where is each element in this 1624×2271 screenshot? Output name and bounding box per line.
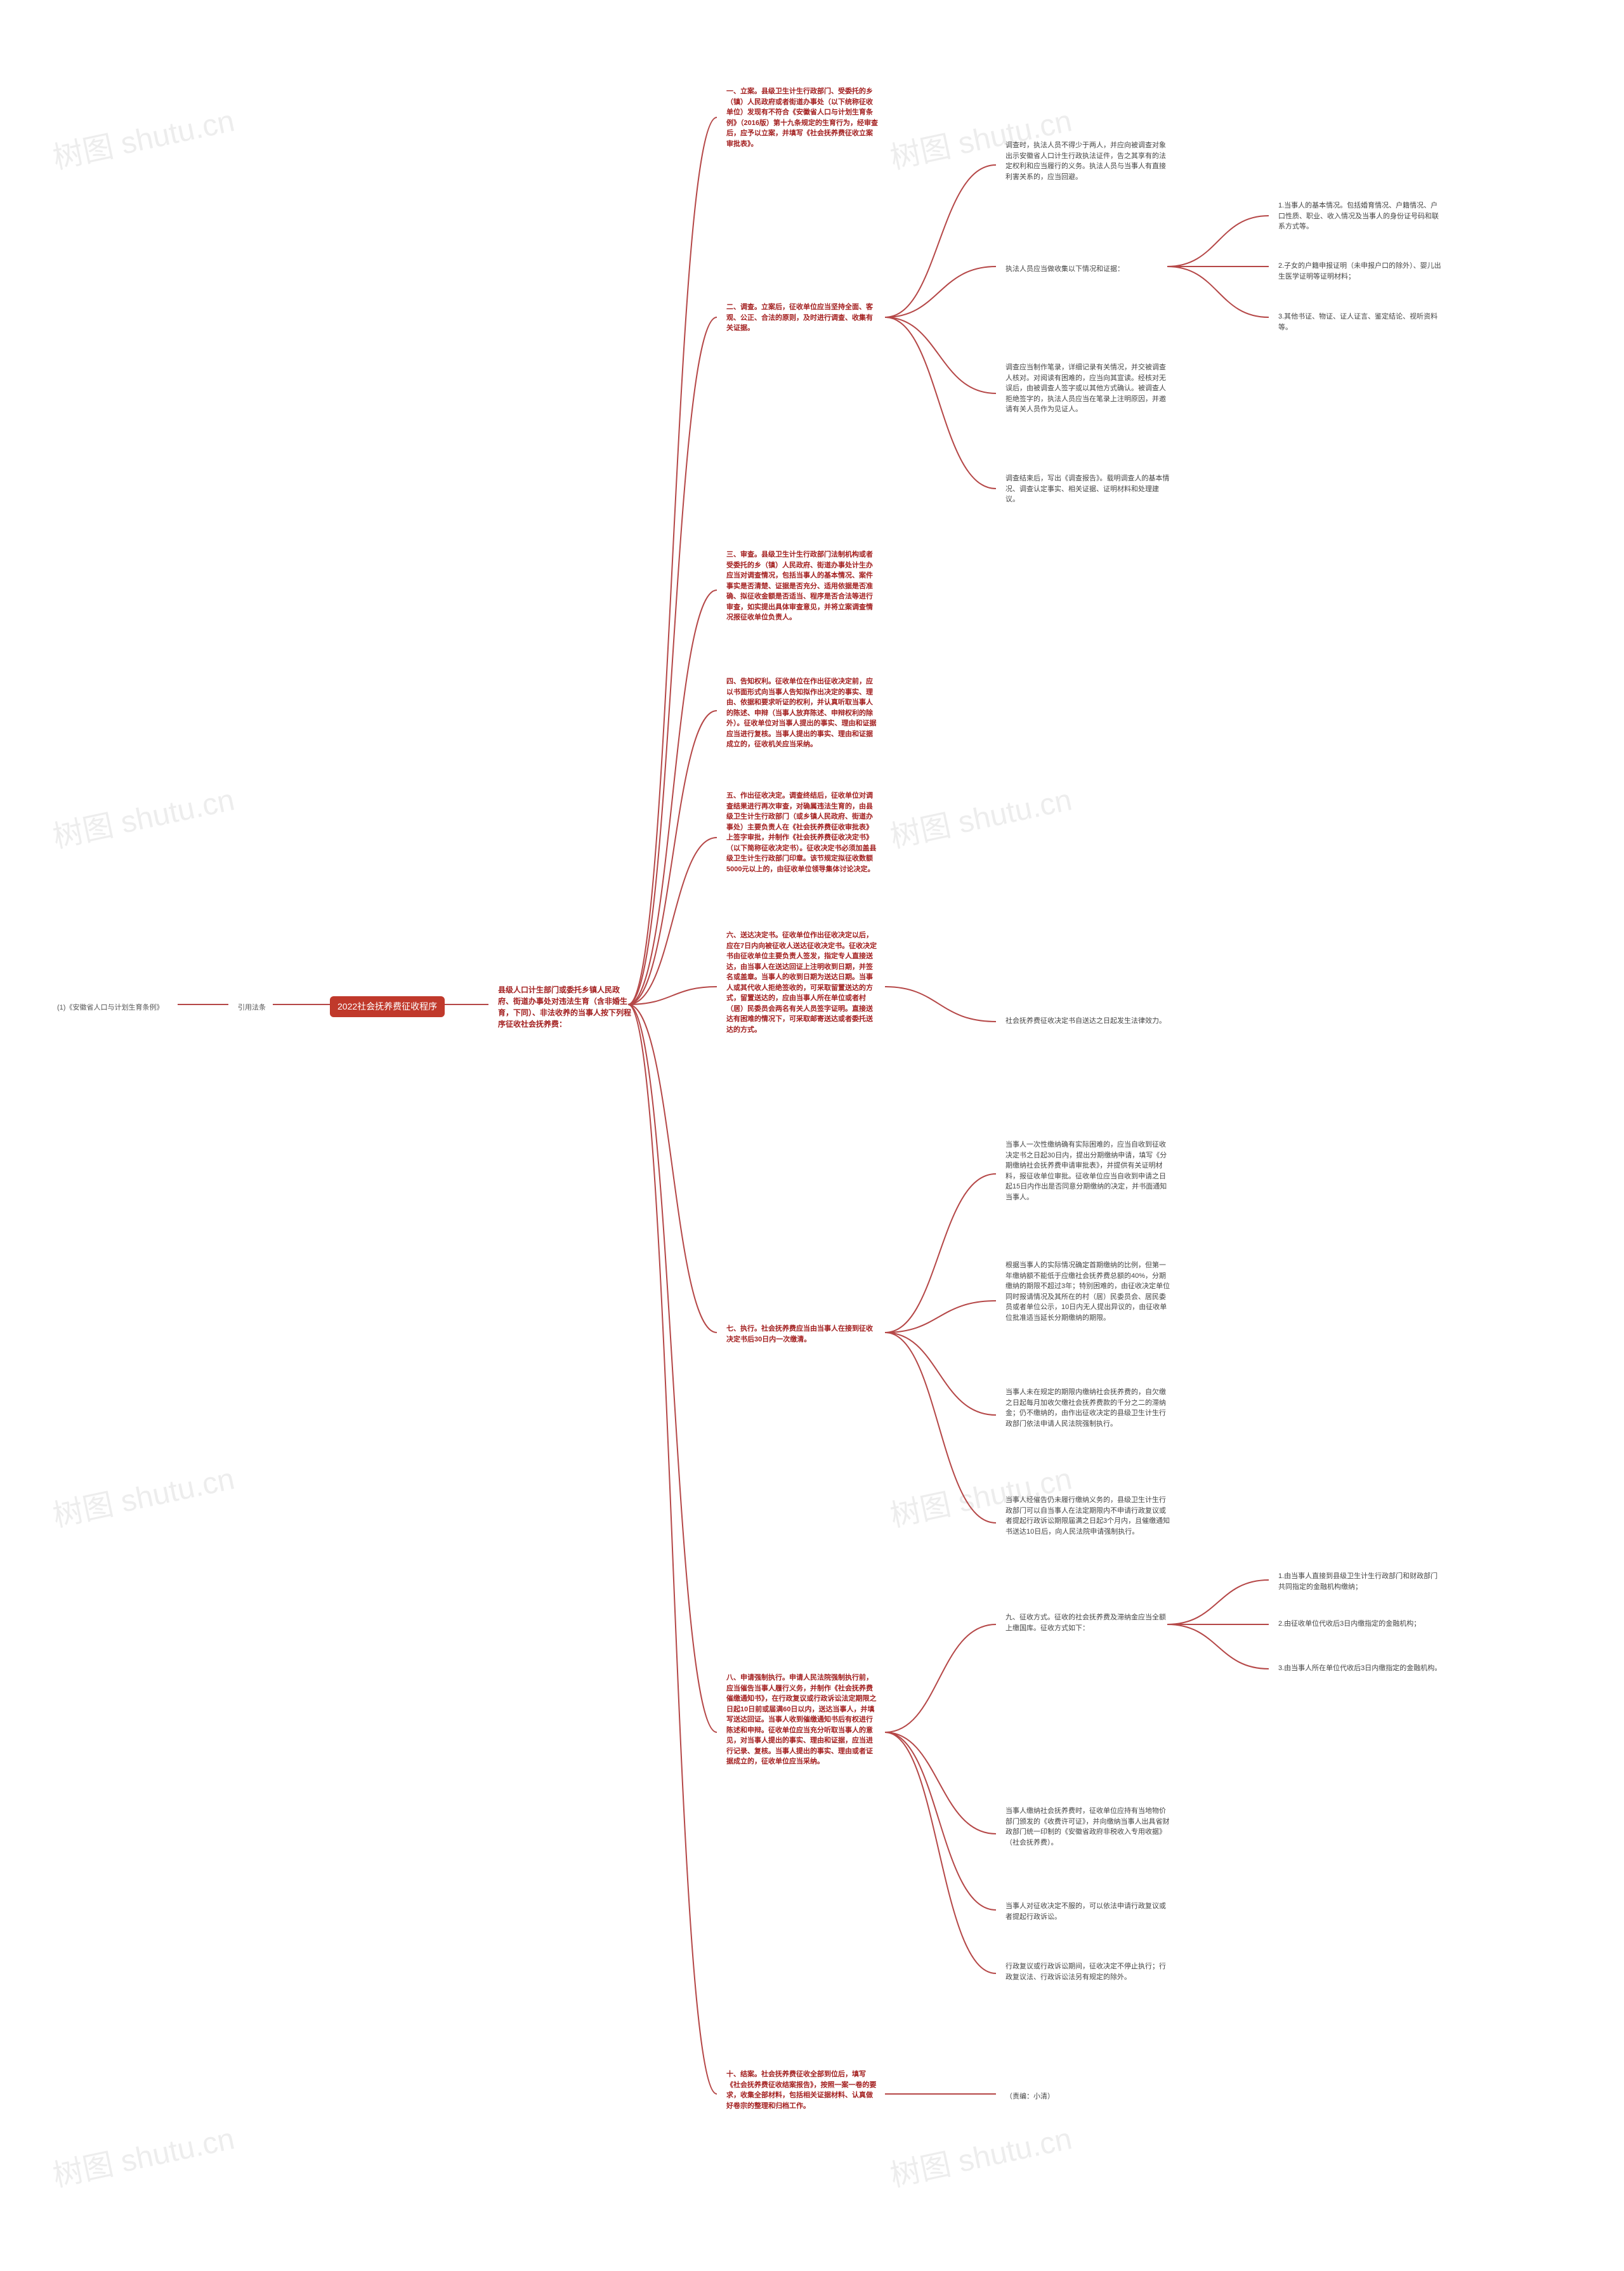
step-7: 七、执行。社会抚养费应当由当事人在接到征收决定书后30日内一次缴清。: [720, 1320, 885, 1348]
step-9-a: 1.由当事人直接到县级卫生计生行政部门和财政部门共同指定的金融机构缴纳；: [1272, 1567, 1450, 1596]
step-10-child: （责编：小清）: [999, 2088, 1061, 2106]
step-6: 六、送达决定书。征收单位作出征收决定以后，应在7日内向被征收人送达征收决定书。征…: [720, 926, 885, 1039]
step-4: 四、告知权利。征收单位在作出征收决定前，应以书面形式向当事人告知拟作出决定的事实…: [720, 673, 885, 754]
step-2-c2-c: 3.其他书证、物证、证人证言、鉴定结论、视听资料等。: [1272, 308, 1450, 336]
step-2-c2-a: 1.当事人的基本情况。包括婚育情况、户籍情况、户口性质、职业、收入情况及当事人的…: [1272, 197, 1450, 236]
step-10: 十、结案。社会抚养费征收全部到位后，填写《社会抚养费征收结案报告》，按照一案一卷…: [720, 2065, 885, 2115]
watermark: 树图 shutu.cn: [48, 96, 238, 178]
watermark: 树图 shutu.cn: [48, 2114, 238, 2195]
step-2: 二、调查。立案后，征收单位应当坚持全面、客观、公正、合法的原则，及时进行调查、收…: [720, 298, 885, 338]
step-9-b: 2.由征收单位代收后3日内缴指定的金融机构；: [1272, 1615, 1427, 1633]
watermark: 树图 shutu.cn: [48, 1454, 238, 1536]
watermark: 树图 shutu.cn: [886, 775, 1075, 857]
step-8-a: 当事人缴纳社会抚养费时，征收单位应持有当地物价部门颁发的《收费许可证》，并向缴纳…: [999, 1802, 1177, 1852]
step-7-c: 当事人未在规定的期限内缴纳社会抚养费的，自欠缴之日起每月加收欠缴社会抚养费款的千…: [999, 1383, 1177, 1433]
step-8-b: 当事人对征收决定不服的，可以依法申请行政复议或者提起行政诉讼。: [999, 1897, 1177, 1926]
watermark: 树图 shutu.cn: [48, 775, 238, 857]
step-5: 五、作出征收决定。调查终结后，征收单位对调查结果进行再次审查，对确属违法生育的，…: [720, 787, 885, 878]
mindmap-page: 树图 shutu.cn 树图 shutu.cn 树图 shutu.cn 树图 s…: [0, 0, 1624, 2271]
step-6-child: 社会抚养费征收决定书自送达之日起发生法律效力。: [999, 1012, 1172, 1030]
link-label: 引用法条: [232, 999, 272, 1017]
main-branch: 县级人口计生部门或委托乡镇人民政府、街道办事处对违法生育（含非婚生育，下同）、非…: [492, 980, 638, 1034]
step-7-a: 当事人一次性缴纳确有实际困难的，应当自收到征收决定书之日起30日内，提出分期缴纳…: [999, 1136, 1177, 1206]
step-3: 三、审查。县级卫生计生行政部门法制机构或者受委托的乡（镇）人民政府、街道办事处计…: [720, 546, 885, 627]
connector-layer: [0, 0, 1624, 2271]
step-8: 八、申请强制执行。申请人民法院强制执行前，应当催告当事人履行义务，并制作《社会抚…: [720, 1669, 885, 1771]
step-2-child-3: 调查应当制作笔录，详细记录有关情况，并交被调查人核对。对阅读有困难的，应当向其宣…: [999, 359, 1177, 419]
root-title: 2022社会抚养费征收程序: [330, 996, 445, 1017]
step-2-child-1: 调查时，执法人员不得少于两人，并应向被调查对象出示安徽省人口计生行政执法证件，告…: [999, 136, 1177, 186]
step-2-child-2: 执法人员应当做收集以下情况和证据：: [999, 260, 1130, 279]
law-reference: (1)《安徽省人口与计划生育条例》: [51, 999, 169, 1017]
step-2-child-4: 调查结束后，写出《调查报告》。载明调查人的基本情况、调查认定事实、相关证据、证明…: [999, 470, 1177, 509]
watermark: 树图 shutu.cn: [886, 2114, 1075, 2195]
step-7-b: 根据当事人的实际情况确定首期缴纳的比例，但第一年缴纳额不能低于应缴社会抚养费总额…: [999, 1256, 1177, 1327]
step-9: 九、征收方式。征收的社会抚养费及滞纳金应当全额上缴国库。征收方式如下：: [999, 1609, 1177, 1637]
step-2-c2-b: 2.子女的户籍申报证明（未申报户口的除外）、婴儿出生医学证明等证明材料；: [1272, 257, 1450, 286]
step-9-c: 3.由当事人所在单位代收后3日内缴指定的金融机构。: [1272, 1659, 1448, 1678]
step-7-d: 当事人经催告仍未履行缴纳义务的，县级卫生计生行政部门可以自当事人在法定期限内不申…: [999, 1491, 1177, 1541]
step-1: 一、立案。县级卫生计生行政部门、受委托的乡（镇）人民政府或者街道办事处（以下统称…: [720, 82, 885, 153]
step-8-c: 行政复议或行政诉讼期间，征收决定不停止执行；行政复议法、行政诉讼法另有规定的除外…: [999, 1958, 1177, 1986]
